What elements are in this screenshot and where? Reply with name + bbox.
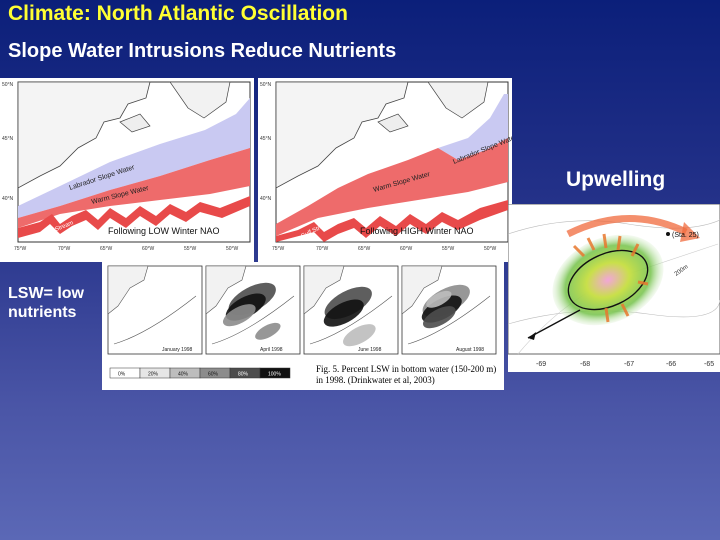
lsw-shading [342, 324, 376, 347]
map-caption: Following HIGH Winter NAO [360, 226, 474, 236]
land-shape [107, 265, 149, 315]
lon-tick: 50°W [226, 246, 239, 252]
lsw-shading [222, 304, 256, 327]
lon-tick: 75°W [272, 246, 285, 252]
month-label: April 1998 [260, 347, 283, 353]
lon-tick: -68 [580, 361, 590, 368]
legend-label: 20% [148, 372, 159, 378]
lsw-label: LSW= low nutrients [8, 285, 84, 321]
slide-subtitle: Slope Water Intrusions Reduce Nutrients [8, 40, 397, 62]
map-high-svg: 50°N 45°N 40°N 75°W 70°W 65°W 60°W 55°W … [260, 81, 512, 252]
lon-tick: 75°W [14, 246, 27, 252]
legend-swatch [259, 367, 291, 379]
land-shape [401, 265, 443, 315]
lon-tick: -67 [624, 361, 634, 368]
lon-tick: -69 [536, 361, 546, 368]
land-shape [205, 265, 247, 315]
lon-tick: 60°W [400, 246, 413, 252]
lon-tick: -65 [704, 361, 714, 368]
map-high-nao: 50°N 45°N 40°N 75°W 70°W 65°W 60°W 55°W … [258, 78, 512, 262]
shelf-contour [113, 295, 197, 345]
month-label: August 1998 [456, 347, 484, 353]
slide-title: Climate: North Atlantic Oscillation [8, 2, 348, 25]
lat-tick: 50°N [2, 82, 14, 88]
lon-tick: 65°W [358, 246, 371, 252]
lat-tick: 45°N [2, 136, 14, 142]
lsw-shading [422, 306, 456, 329]
legend-label: 80% [238, 372, 249, 378]
legend-label: 60% [208, 372, 219, 378]
lsw-shading [426, 290, 452, 308]
lat-tick: 45°N [260, 136, 272, 142]
month-label: January 1998 [162, 347, 193, 353]
lat-tick: 40°N [2, 196, 14, 202]
lon-tick: -66 [666, 361, 676, 368]
legend-label: 0% [118, 372, 126, 378]
lon-tick: 60°W [142, 246, 155, 252]
lon-tick: 55°W [442, 246, 455, 252]
lon-tick: 65°W [100, 246, 113, 252]
shelf-contour [407, 295, 491, 345]
lat-tick: 40°N [260, 196, 272, 202]
legend-label: 40% [178, 372, 189, 378]
shelf-contour [211, 295, 295, 345]
map-low-nao: 50°N 45°N 40°N 75°W 70°W 65°W 60°W 55°W … [0, 78, 254, 262]
land-shape [303, 265, 345, 315]
shelf-contour [309, 295, 393, 345]
map-low-svg: 50°N 45°N 40°N 75°W 70°W 65°W 60°W 55°W … [2, 81, 251, 252]
lsw-seasonal-svg: January 1998 April 1998 June 1998 August 19… [107, 265, 497, 379]
station-label: (Sta. 25) [672, 232, 699, 239]
upwelling-label: Upwelling [566, 168, 666, 191]
lon-tick: 55°W [184, 246, 197, 252]
lsw-shading [323, 299, 364, 327]
lon-tick: 70°W [316, 246, 329, 252]
lsw-shading [255, 322, 281, 340]
lsw-seasonal-figure: January 1998 April 1998 June 1998 August 19… [102, 262, 504, 390]
lon-tick: 50°W [484, 246, 497, 252]
map-caption: Following LOW Winter NAO [108, 226, 220, 236]
figure-caption: Fig. 5. Percent LSW in bottom water (150… [316, 364, 497, 385]
lon-tick: 70°W [58, 246, 71, 252]
legend-label: 100% [268, 372, 281, 378]
upwelling-svg: (Sta. 25) 200m -69 -68 -67 -66 -65 [508, 204, 720, 368]
month-label: June 1998 [358, 347, 382, 353]
upwelling-map: (Sta. 25) 200m -69 -68 -67 -66 -65 [508, 204, 720, 372]
lat-tick: 50°N [260, 82, 272, 88]
